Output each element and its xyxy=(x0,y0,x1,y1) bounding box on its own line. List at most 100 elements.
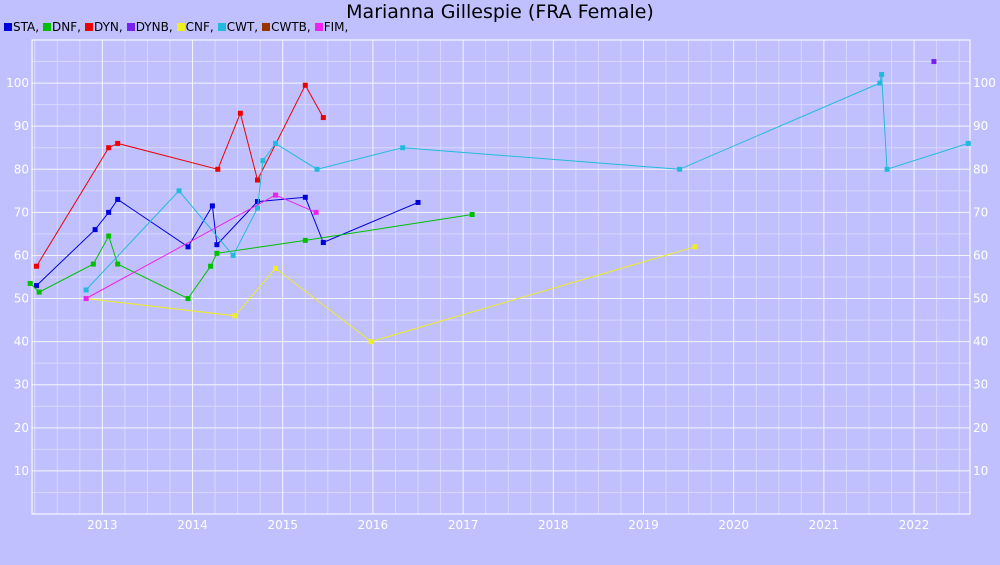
data-point-sta xyxy=(209,203,215,209)
y-tick-label-left: 40 xyxy=(14,335,29,349)
data-point-sta xyxy=(106,209,112,215)
y-tick-label-right: 90 xyxy=(973,119,988,133)
data-point-dyn xyxy=(106,145,112,151)
data-point-sta xyxy=(320,240,326,246)
x-tick-label: 2018 xyxy=(538,518,569,532)
data-point-dnf xyxy=(208,263,214,269)
y-tick-label-left: 70 xyxy=(14,205,29,219)
data-point-cwt xyxy=(314,166,320,172)
legend-swatch xyxy=(4,23,12,31)
data-point-cwt xyxy=(260,158,266,164)
plot-border xyxy=(31,39,971,515)
data-point-cwt xyxy=(677,166,683,172)
data-point-dyn xyxy=(115,140,121,146)
y-tick-label-left: 50 xyxy=(14,292,29,306)
data-point-sta xyxy=(115,196,121,202)
legend-item-sta: STA, xyxy=(4,20,39,34)
data-point-cwt xyxy=(83,287,89,293)
legend-label: CWT, xyxy=(226,20,259,34)
data-point-dnf xyxy=(90,261,96,267)
data-point-dnf xyxy=(302,237,308,243)
y-tick-label-right: 60 xyxy=(973,248,988,262)
legend-label: DNF, xyxy=(52,20,81,34)
data-point-fim xyxy=(83,296,89,302)
legend-label: CNF, xyxy=(185,20,214,34)
x-tick-label: 2019 xyxy=(628,518,659,532)
data-point-sta xyxy=(254,199,260,205)
data-point-dnf xyxy=(469,212,475,218)
y-tick-label-right: 50 xyxy=(973,292,988,306)
y-tick-label-right: 70 xyxy=(973,205,988,219)
data-point-dyn xyxy=(254,177,260,183)
data-point-cnf xyxy=(273,265,279,271)
x-tick-label: 2020 xyxy=(718,518,749,532)
y-tick-label-right: 40 xyxy=(973,335,988,349)
data-point-sta xyxy=(92,227,98,233)
legend-swatch xyxy=(314,23,323,31)
data-point-sta xyxy=(214,242,220,248)
legend-item-dynb: DYNB, xyxy=(126,20,173,34)
data-point-dyn xyxy=(237,110,243,116)
y-tick-label-left: 30 xyxy=(14,378,29,392)
y-tick-label-left: 90 xyxy=(14,119,29,133)
legend-label: DYNB, xyxy=(135,20,173,34)
data-point-cwt xyxy=(400,145,406,151)
data-point-cwt xyxy=(877,80,883,86)
data-point-cwt xyxy=(879,71,885,77)
data-point-dnf xyxy=(115,261,121,267)
y-tick-label-left: 10 xyxy=(14,464,29,478)
data-point-dnf xyxy=(214,250,220,256)
legend-swatch xyxy=(176,23,185,31)
legend-swatch xyxy=(43,23,52,31)
y-tick-label-left: 20 xyxy=(14,421,29,435)
data-point-cwt xyxy=(965,140,971,146)
legend-label: DYN, xyxy=(93,20,123,34)
y-tick-label-right: 10 xyxy=(973,464,988,478)
legend-item-dyn: DYN, xyxy=(84,20,123,34)
data-point-fim xyxy=(313,209,319,215)
y-tick-label-left: 60 xyxy=(14,248,29,262)
legend-item-cwt: CWT, xyxy=(217,20,259,34)
data-point-dyn xyxy=(34,263,40,269)
data-point-dynb xyxy=(931,59,937,65)
legend-swatch xyxy=(262,23,271,31)
legend-swatch xyxy=(84,23,93,31)
legend: STA, DNF, DYN, DYNB, CNF, CWT, CWTB, FIM, xyxy=(4,20,352,34)
y-tick-label-right: 30 xyxy=(973,378,988,392)
data-point-sta xyxy=(302,194,308,200)
legend-item-dnf: DNF, xyxy=(43,20,81,34)
legend-label: STA, xyxy=(13,20,40,34)
data-point-dnf xyxy=(106,233,112,239)
x-tick-label: 2013 xyxy=(87,518,118,532)
data-point-dnf xyxy=(27,280,33,286)
data-point-cwt xyxy=(176,188,182,194)
y-tick-label-right: 80 xyxy=(973,162,988,176)
legend-item-cnf: CNF, xyxy=(176,20,214,34)
x-tick-label: 2016 xyxy=(358,518,389,532)
data-point-cnf xyxy=(692,244,698,250)
data-point-fim xyxy=(273,192,279,198)
y-tick-label-right: 20 xyxy=(973,421,988,435)
data-point-cwt xyxy=(230,252,236,258)
x-tick-label: 2021 xyxy=(809,518,840,532)
data-point-dyn xyxy=(215,166,221,172)
data-point-cnf xyxy=(368,339,374,345)
y-tick-label-right: 100 xyxy=(973,76,996,90)
legend-label: FIM, xyxy=(323,20,349,34)
x-tick-label: 2015 xyxy=(267,518,298,532)
data-point-dnf xyxy=(185,296,191,302)
series-line-dnf xyxy=(29,214,473,300)
data-point-sta xyxy=(34,283,40,289)
data-point-sta xyxy=(415,199,421,205)
chart-title: Marianna Gillespie (FRA Female) xyxy=(346,1,654,23)
data-point-cwt xyxy=(884,166,890,172)
y-tick-label-left: 100 xyxy=(6,76,29,90)
legend-item-fim: FIM, xyxy=(314,20,349,34)
data-point-dnf xyxy=(36,289,42,295)
legend-swatch xyxy=(126,23,135,31)
data-point-dyn xyxy=(320,115,326,121)
x-tick-label: 2014 xyxy=(177,518,208,532)
data-point-dyn xyxy=(302,82,308,88)
data-point-cwt xyxy=(273,140,279,146)
data-point-sta xyxy=(185,244,191,250)
